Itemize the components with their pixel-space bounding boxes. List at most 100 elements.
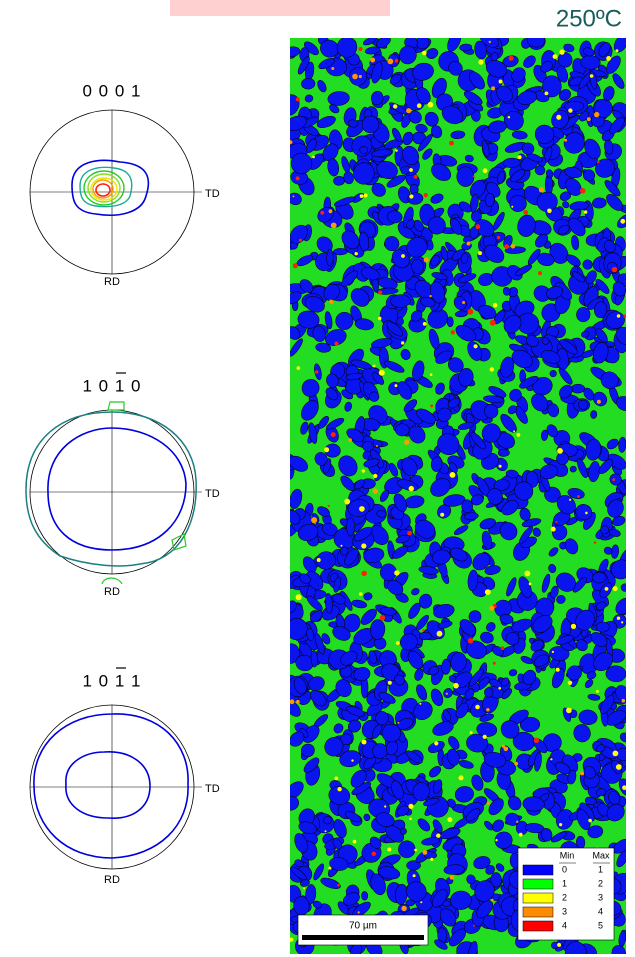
grain-spot [468,638,474,644]
grain-spot [437,631,443,637]
grain-spot [580,188,586,194]
grain-spot [451,330,455,334]
grain-spot [393,104,397,108]
grain [447,317,453,327]
rd-label: RD [104,276,120,288]
legend-header: Max [592,850,610,860]
grain-spot [296,594,302,600]
grain-spot [378,290,382,294]
grain-spot [373,488,378,493]
grain-spot [348,438,352,442]
grain-spot [594,112,599,117]
grain-spot [475,224,480,229]
grain-spot [401,341,404,344]
legend-swatch [523,865,553,875]
grain-spot [525,571,531,577]
grain-spot [430,858,433,861]
grain-spot [380,615,385,620]
pf-label: 1 0 1 1 [83,671,142,690]
grain-spot [436,834,440,838]
grain-spot [407,531,412,536]
grain-spot [568,681,572,685]
grain-spot [359,75,362,78]
grain-spot [434,741,438,745]
grain [380,564,396,581]
grain-spot [315,370,319,374]
grain-spot [564,139,567,142]
grain-spot [538,271,542,275]
grain-spot [361,543,366,548]
grain-spot [337,787,341,791]
grain-spot [406,108,411,113]
grain [419,632,432,640]
grain-spot [569,499,571,501]
grain-spot [360,194,364,198]
grain [346,518,354,537]
grain-spot [296,176,300,180]
grain-spot [501,646,505,650]
grain-spot [408,804,413,809]
grain-spot [453,683,459,689]
grain-spot [622,785,627,790]
grain-spot [623,315,626,318]
grain [596,622,610,633]
header-band [170,0,390,16]
grain-spot [359,506,365,512]
grain-spot [424,257,429,262]
grain-spot [585,512,588,515]
grain-spot [409,168,413,172]
legend-header: Min [560,850,575,860]
grain-spot [404,440,409,445]
grain-spot [388,681,392,685]
pole-figure: 1 0 1 1 TD RD [30,668,220,886]
grain-spot [516,821,518,823]
grain-spot [605,587,609,591]
grain [498,449,510,457]
grain-spot [378,317,382,321]
legend-swatch [523,879,553,889]
grain-spot [590,74,594,78]
grain-spot [556,115,561,120]
grain-spot [588,819,592,823]
grain-spot [547,209,552,214]
grain-spot [370,58,375,63]
grain-spot [311,517,317,523]
grain-spot [384,805,386,807]
grain-spot [334,342,338,346]
grain-spot [504,244,509,249]
grain-spot [490,320,496,326]
grain-spot [296,97,300,101]
grain-spot [344,499,350,505]
legend-max: 4 [598,906,603,916]
grain-spot [429,295,431,297]
grain-spot [513,430,515,432]
legend-swatch [523,893,553,903]
grain-spot [553,54,558,59]
grain-spot [395,384,398,387]
grain-spot [388,59,394,65]
grain-spot [557,448,563,454]
grain-spot [355,252,358,255]
grain-spot [499,80,503,84]
grain-spot [491,86,495,90]
grain-spot [325,830,327,832]
grain-spot [485,589,491,595]
grain-spot [296,700,300,704]
grain-spot [612,478,615,481]
grain-spot [328,867,331,870]
grain-spot [331,223,337,229]
pole-figure: 0 0 0 1 TD RD [30,81,220,287]
grain-spot [519,833,523,837]
grain-spot [379,370,385,376]
grain [361,891,368,900]
grain-spot [529,583,532,586]
grain-spot [468,309,474,315]
grain-spot [387,848,391,852]
grain [590,410,597,418]
grain-spot [489,606,494,611]
grain-spot [534,738,539,743]
grain-spot [483,168,488,173]
grain-spot [473,175,475,177]
grain [375,711,388,725]
grain-spot [395,59,399,63]
